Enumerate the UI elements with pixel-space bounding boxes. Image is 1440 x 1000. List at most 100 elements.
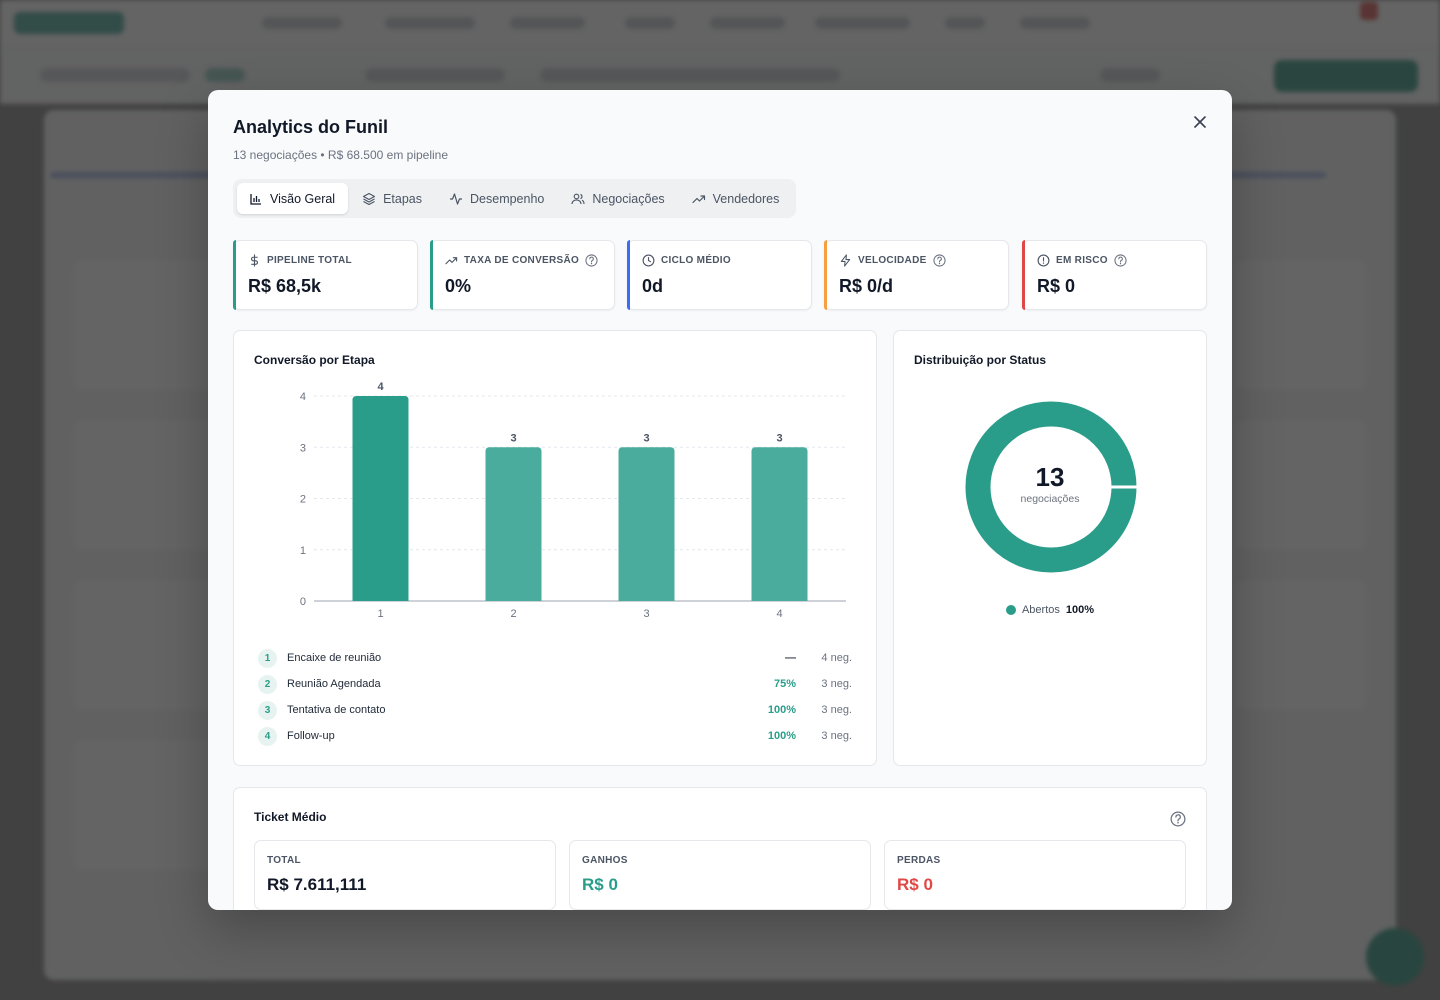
tab-desempenho[interactable]: Desempenho [437, 183, 557, 214]
kpi-value: R$ 0 [1037, 276, 1076, 296]
y-tick-label: 4 [300, 391, 306, 403]
x-tick-label: 1 [377, 608, 383, 620]
kpi-label: Ciclo Médio [642, 254, 731, 267]
tab-bar: Visão Geral Etapas Desempenho Negociaçõe… [233, 179, 797, 218]
background-pill [365, 68, 505, 82]
help-icon[interactable] [1170, 811, 1186, 827]
background-nav-item [262, 17, 342, 29]
bar-4 [751, 447, 808, 601]
bar-chart-icon [250, 193, 261, 205]
stage-count: 3 neg. [821, 730, 852, 742]
dollar-icon [250, 254, 259, 267]
kpi-accent [824, 240, 827, 310]
ticket-total-card: TOTAL R$ 7.611,111 [254, 840, 556, 910]
ticket-title: Ticket Médio [254, 810, 327, 824]
tab-visao-geral[interactable]: Visão Geral [237, 183, 349, 214]
stage-name: Tentativa de contato [287, 704, 386, 716]
tab-negociacoes[interactable]: Negociações [559, 183, 677, 214]
stage-number: 1 [258, 648, 277, 668]
ticket-value: R$ 0 [582, 875, 618, 894]
tab-label: Vendedores [712, 191, 780, 206]
conversion-panel: Conversão por Etapa 0 1 2 3 4 4 1 3 2 3 3 3 4 1 Enca… [233, 330, 877, 766]
legend-dot [1005, 605, 1016, 615]
bar-value-label: 3 [776, 432, 782, 444]
kpi-label-text: Pipeline Total [267, 255, 352, 266]
background-nav-item [385, 17, 475, 29]
donut-center-value: 13 [1035, 462, 1065, 492]
kpi-taxa-conversao: Taxa de Conversão 0% [430, 240, 615, 310]
y-tick-label: 0 [300, 596, 306, 608]
help-icon[interactable] [932, 254, 946, 267]
clock-icon [642, 254, 655, 267]
tab-label: Etapas [383, 191, 423, 206]
ticket-perdas-card: PERDAS R$ 0 [884, 840, 1186, 910]
kpi-accent [233, 240, 236, 310]
ticket-panel: Ticket Médio TOTAL R$ 7.611,111 GANHOS R… [233, 787, 1207, 910]
ticket-label: PERDAS [897, 855, 941, 866]
ticket-label: TOTAL [267, 855, 301, 866]
background-fab [1366, 928, 1424, 986]
stage-row: 2 Reunião Agendada 75% 3 neg. [258, 674, 852, 694]
kpi-value: R$ 0/d [839, 276, 894, 296]
bar-value-label: 3 [510, 432, 516, 444]
bar-3 [618, 447, 675, 601]
conversion-title: Conversão por Etapa [254, 353, 375, 367]
tab-etapas[interactable]: Etapas [350, 183, 435, 214]
trending-up-icon [445, 257, 458, 265]
stage-rate: 100% [767, 730, 796, 742]
bar-value-label: 3 [643, 432, 649, 444]
modal-title: Analytics do Funil [233, 117, 389, 137]
kpi-value: 0% [445, 276, 472, 296]
kpi-accent [1022, 240, 1025, 310]
legend-label: Abertos [1021, 604, 1060, 616]
users-icon [571, 193, 585, 204]
bar-2 [485, 447, 542, 601]
stage-count: 3 neg. [821, 678, 852, 690]
analytics-modal: Analytics do Funil 13 negociações • R$ 6… [208, 90, 1232, 910]
kpi-label: Velocidade [839, 254, 946, 267]
status-donut-chart [965, 401, 1138, 573]
background-nav-item [510, 17, 585, 29]
kpi-label-text: Ciclo Médio [661, 255, 731, 266]
stage-rate: 75% [773, 678, 796, 690]
close-icon [1194, 116, 1206, 128]
legend-value: 100% [1065, 604, 1095, 616]
background-card [1236, 580, 1366, 710]
background-nav-item [625, 17, 675, 29]
background-primary-button [1274, 60, 1418, 92]
kpi-label-text: Taxa de Conversão [464, 255, 580, 266]
kpi-em-risco: Em Risco R$ 0 [1022, 240, 1207, 310]
background-pill [540, 68, 840, 82]
tab-label: Visão Geral [270, 191, 336, 206]
y-tick-label: 2 [300, 494, 306, 506]
tab-label: Desempenho [470, 191, 545, 206]
kpi-velocidade: Velocidade R$ 0/d [824, 240, 1009, 310]
y-tick-label: 3 [300, 442, 306, 454]
conversion-bar-chart: 0 1 2 3 4 4 1 3 2 3 3 3 4 [300, 381, 846, 620]
status-panel: Distribuição por Status 13 negociações A… [893, 330, 1207, 766]
tab-label: Negociações [592, 191, 665, 206]
kpi-accent [430, 240, 433, 310]
zap-icon [840, 254, 851, 267]
x-tick-label: 4 [776, 608, 782, 620]
background-nav-item [710, 17, 785, 29]
y-tick-label: 1 [300, 545, 306, 557]
help-icon[interactable] [1114, 254, 1127, 267]
kpi-label-text: Velocidade [858, 255, 927, 266]
close-button[interactable] [1188, 110, 1212, 134]
background-pill [205, 68, 245, 82]
background-logo [14, 12, 124, 34]
activity-icon [450, 192, 463, 205]
background-nav-item [1020, 17, 1090, 29]
x-tick-label: 2 [510, 608, 516, 620]
stage-name: Encaixe de reunião [287, 652, 382, 664]
stage-rate: 100% [767, 704, 796, 716]
background-card [1236, 420, 1366, 550]
kpi-label: Em Risco [1037, 254, 1127, 267]
kpi-pipeline-total: Pipeline Total R$ 68,5k [233, 240, 418, 310]
stage-name: Reunião Agendada [287, 678, 381, 690]
stage-number: 3 [258, 700, 277, 720]
help-icon[interactable] [585, 254, 598, 267]
kpi-value: R$ 68,5k [248, 276, 322, 296]
tab-vendedores[interactable]: Vendedores [680, 183, 793, 214]
